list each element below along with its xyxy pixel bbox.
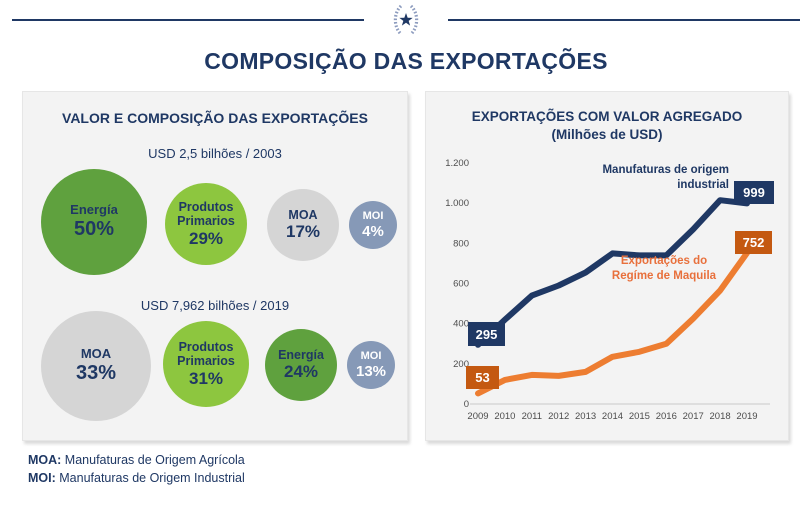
subtitle-2003: USD 2,5 bilhões / 2003 bbox=[148, 146, 282, 161]
svg-text:800: 800 bbox=[453, 238, 469, 249]
content-row: VALOR E COMPOSIÇÃO DAS EXPORTAÇÕES USD 2… bbox=[0, 91, 812, 441]
bubble-2003-moi: MOI 4% bbox=[349, 201, 397, 249]
svg-text:2010: 2010 bbox=[494, 411, 515, 422]
right-panel-title: EXPORTAÇÕES COM VALOR AGREGADO (Milhões … bbox=[426, 92, 788, 143]
series-label-maquila: Exportações do Regíme de Maquila bbox=[611, 255, 717, 282]
line-chart: 0 200 400 600 800 1.000 1.200 2009 2010 2011 2012 2… bbox=[434, 150, 782, 437]
page-title: COMPOSIÇÃO DAS EXPORTAÇÕES bbox=[204, 48, 608, 74]
svg-text:2011: 2011 bbox=[522, 411, 542, 422]
bubble-label: MOA bbox=[288, 208, 318, 223]
svg-text:2016: 2016 bbox=[656, 411, 677, 422]
svg-text:2013: 2013 bbox=[575, 411, 596, 422]
svg-text:2009: 2009 bbox=[467, 411, 488, 422]
svg-text:2012: 2012 bbox=[548, 411, 569, 422]
bubble-percent: 50% bbox=[73, 217, 115, 240]
bubble-2003-moa: MOA 17% bbox=[267, 189, 339, 261]
data-label-999: 999 bbox=[734, 181, 774, 204]
bubble-label: Energía bbox=[70, 202, 118, 218]
svg-text:0: 0 bbox=[464, 399, 469, 410]
bubble-2019-energia: Energía 24% bbox=[265, 329, 337, 401]
bubble-2019-produtos-primarios: Produtos Primarios 31% bbox=[163, 321, 249, 407]
legend-line-moa: MOA: Manufaturas de Origem Agrícola bbox=[28, 451, 812, 469]
svg-text:400: 400 bbox=[453, 319, 469, 330]
top-divider-header bbox=[0, 0, 812, 36]
svg-text:2019: 2019 bbox=[736, 411, 757, 422]
bubble-label: MOI bbox=[360, 350, 382, 363]
bubble-percent: 33% bbox=[75, 361, 117, 384]
svg-text:2018: 2018 bbox=[710, 411, 731, 422]
abbreviation-legend: MOA: Manufaturas de Origem Agrícola MOI:… bbox=[28, 451, 812, 487]
data-label-53: 53 bbox=[466, 366, 499, 389]
data-label-295: 295 bbox=[468, 322, 505, 346]
bubble-2019-moa: MOA 33% bbox=[41, 311, 151, 421]
header-rule-right bbox=[448, 19, 800, 21]
bubble-percent: 13% bbox=[355, 362, 387, 380]
svg-text:2017: 2017 bbox=[683, 411, 704, 422]
bubble-2003-energia: Energía 50% bbox=[41, 169, 147, 275]
panel-valor-agregado: EXPORTAÇÕES COM VALOR AGREGADO (Milhões … bbox=[425, 91, 789, 441]
bubble-percent: 17% bbox=[285, 222, 321, 242]
bubble-label: Produtos Primarios bbox=[177, 199, 235, 229]
svg-text:2014: 2014 bbox=[602, 411, 623, 422]
svg-text:1.200: 1.200 bbox=[445, 158, 469, 169]
laurel-wreath-star-icon bbox=[393, 4, 419, 36]
legend-term-moa: MOA: bbox=[28, 453, 62, 467]
legend-line-moi: MOI: Manufaturas de Origem Industrial bbox=[28, 469, 812, 487]
legend-definition-moi: Manufaturas de Origem Industrial bbox=[55, 471, 245, 486]
svg-text:200: 200 bbox=[453, 359, 469, 370]
svg-text:2015: 2015 bbox=[629, 411, 650, 422]
svg-text:600: 600 bbox=[453, 279, 469, 290]
svg-text:1.000: 1.000 bbox=[445, 198, 469, 209]
right-panel-title-line1: EXPORTAÇÕES COM VALOR AGREGADO bbox=[471, 109, 743, 124]
bubble-2019-moi: MOI 13% bbox=[347, 341, 395, 389]
left-panel-title: VALOR E COMPOSIÇÃO DAS EXPORTAÇÕES bbox=[62, 110, 368, 126]
bubble-percent: 24% bbox=[283, 362, 319, 382]
legend-definition-moa: Manufaturas de Origem Agrícola bbox=[61, 453, 245, 467]
subtitle-2019: USD 7,962 bilhões / 2019 bbox=[140, 298, 290, 313]
panel-valor-composicao: VALOR E COMPOSIÇÃO DAS EXPORTAÇÕES USD 2… bbox=[22, 91, 408, 441]
bubble-label: Produtos Primarios bbox=[177, 339, 235, 369]
bubble-label: MOI bbox=[362, 210, 384, 223]
bubble-2003-produtos-primarios: Produtos Primarios 29% bbox=[165, 183, 247, 265]
bubble-percent: 4% bbox=[362, 222, 384, 240]
bubble-percent: 31% bbox=[188, 368, 224, 388]
legend-term-moi: MOI: bbox=[28, 471, 56, 486]
right-panel-title-line2: (Milhões de USD) bbox=[551, 126, 663, 142]
bubble-percent: 29% bbox=[188, 228, 224, 248]
line-chart-canvas: 0 200 400 600 800 1.000 1.200 2009 2010 2011 2012 2… bbox=[445, 158, 770, 422]
bubble-label: Energía bbox=[278, 348, 324, 363]
series-label-manufaturas: Manufaturas de origem industrial bbox=[602, 164, 729, 191]
bubble-label: MOA bbox=[80, 346, 112, 362]
header-rule-left bbox=[12, 19, 364, 21]
data-label-752: 752 bbox=[735, 231, 772, 254]
